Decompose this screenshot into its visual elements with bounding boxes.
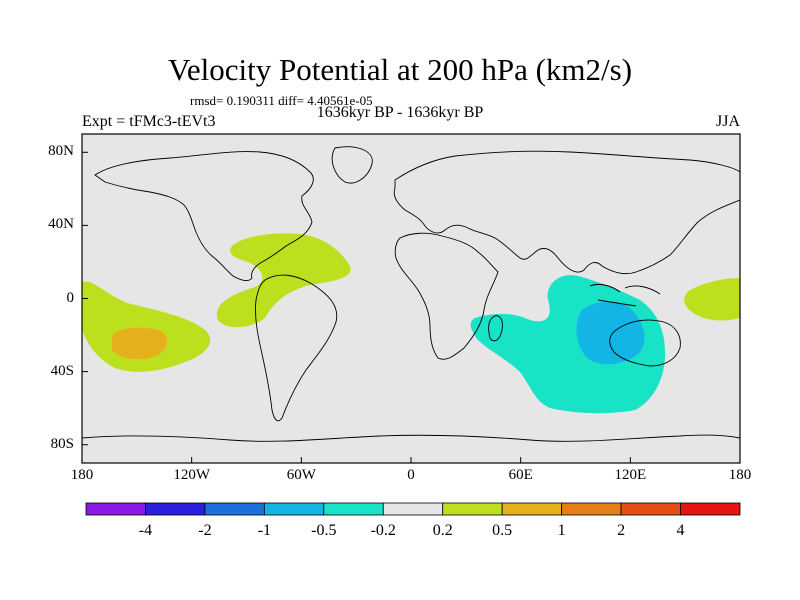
lon-tick-label: 0 — [407, 467, 415, 483]
lat-tick-label: 80N — [48, 143, 74, 160]
lon-tick-label: 120E — [614, 467, 647, 483]
coast-africa — [394, 232, 499, 360]
chart-title: Velocity Potential at 200 hPa (km2/s) — [167, 52, 633, 87]
anomaly-fields — [82, 233, 740, 414]
lon-tick-label: 180 — [728, 467, 752, 483]
stats-line: rmsd= 0.190311 diff= 4.40561e-05 — [190, 93, 373, 108]
colorbar-box — [501, 502, 563, 516]
chart-subtitle: 1636kyr BP - 1636kyr BP — [316, 104, 484, 121]
coast-indonesia — [589, 283, 661, 307]
lat-tick-label: 0 — [66, 289, 75, 306]
coast-madagascar — [488, 315, 503, 342]
coast-eurasia — [393, 150, 740, 275]
colorbar-level-label: 0.5 — [492, 522, 513, 539]
colorbar-level-label: -2 — [198, 522, 212, 539]
colorbar-box — [680, 502, 741, 516]
lat-tick-label: 80S — [50, 435, 74, 452]
colorbar-level-label: 4 — [676, 522, 685, 539]
colorbar-box — [620, 502, 681, 516]
lon-tick-label: 180 — [70, 467, 94, 483]
colorbar-box — [382, 502, 444, 516]
colorbar-level-label: 2 — [617, 522, 626, 539]
colorbar-box — [85, 502, 146, 516]
colorbar — [85, 502, 741, 516]
colorbar-level-label: -4 — [138, 522, 153, 539]
plot-background — [82, 134, 740, 463]
colorbar-level-label: 0.2 — [432, 522, 453, 539]
coastlines — [82, 146, 740, 442]
colorbar-level-label: -0.2 — [370, 522, 396, 539]
colorbar-box — [263, 502, 325, 516]
coast-greenland — [331, 146, 373, 184]
coast-australia — [609, 319, 681, 367]
colorbar-level-label: -0.5 — [311, 522, 337, 539]
axis-ticks — [81, 151, 741, 463]
lon-tick-label: 60W — [286, 467, 316, 483]
coast-antarctica — [82, 434, 740, 442]
colorbar-box — [323, 502, 384, 516]
field-e-pacific-core — [112, 327, 167, 360]
season-label: JJA — [715, 113, 740, 130]
field-w-pacific — [684, 278, 740, 321]
experiment-label: Expt = tFMc3-tEVt3 — [82, 113, 216, 130]
colorbar-box — [561, 502, 622, 516]
colorbar-box — [442, 502, 503, 516]
field-indian-ocean-core — [576, 301, 645, 365]
colorbar-level-label: -1 — [257, 522, 272, 539]
lat-tick-label: 40S — [50, 362, 74, 379]
field-caribbean — [216, 233, 351, 328]
lon-tick-label: 60E — [508, 467, 533, 483]
coast-north-america — [94, 151, 314, 282]
coast-south-america — [255, 274, 338, 422]
colorbar-box — [204, 502, 265, 516]
colorbar-level-label: 1 — [557, 522, 566, 539]
lat-tick-label: 40N — [48, 216, 74, 233]
lon-tick-label: 120W — [173, 467, 210, 483]
colorbar-box — [145, 502, 206, 516]
